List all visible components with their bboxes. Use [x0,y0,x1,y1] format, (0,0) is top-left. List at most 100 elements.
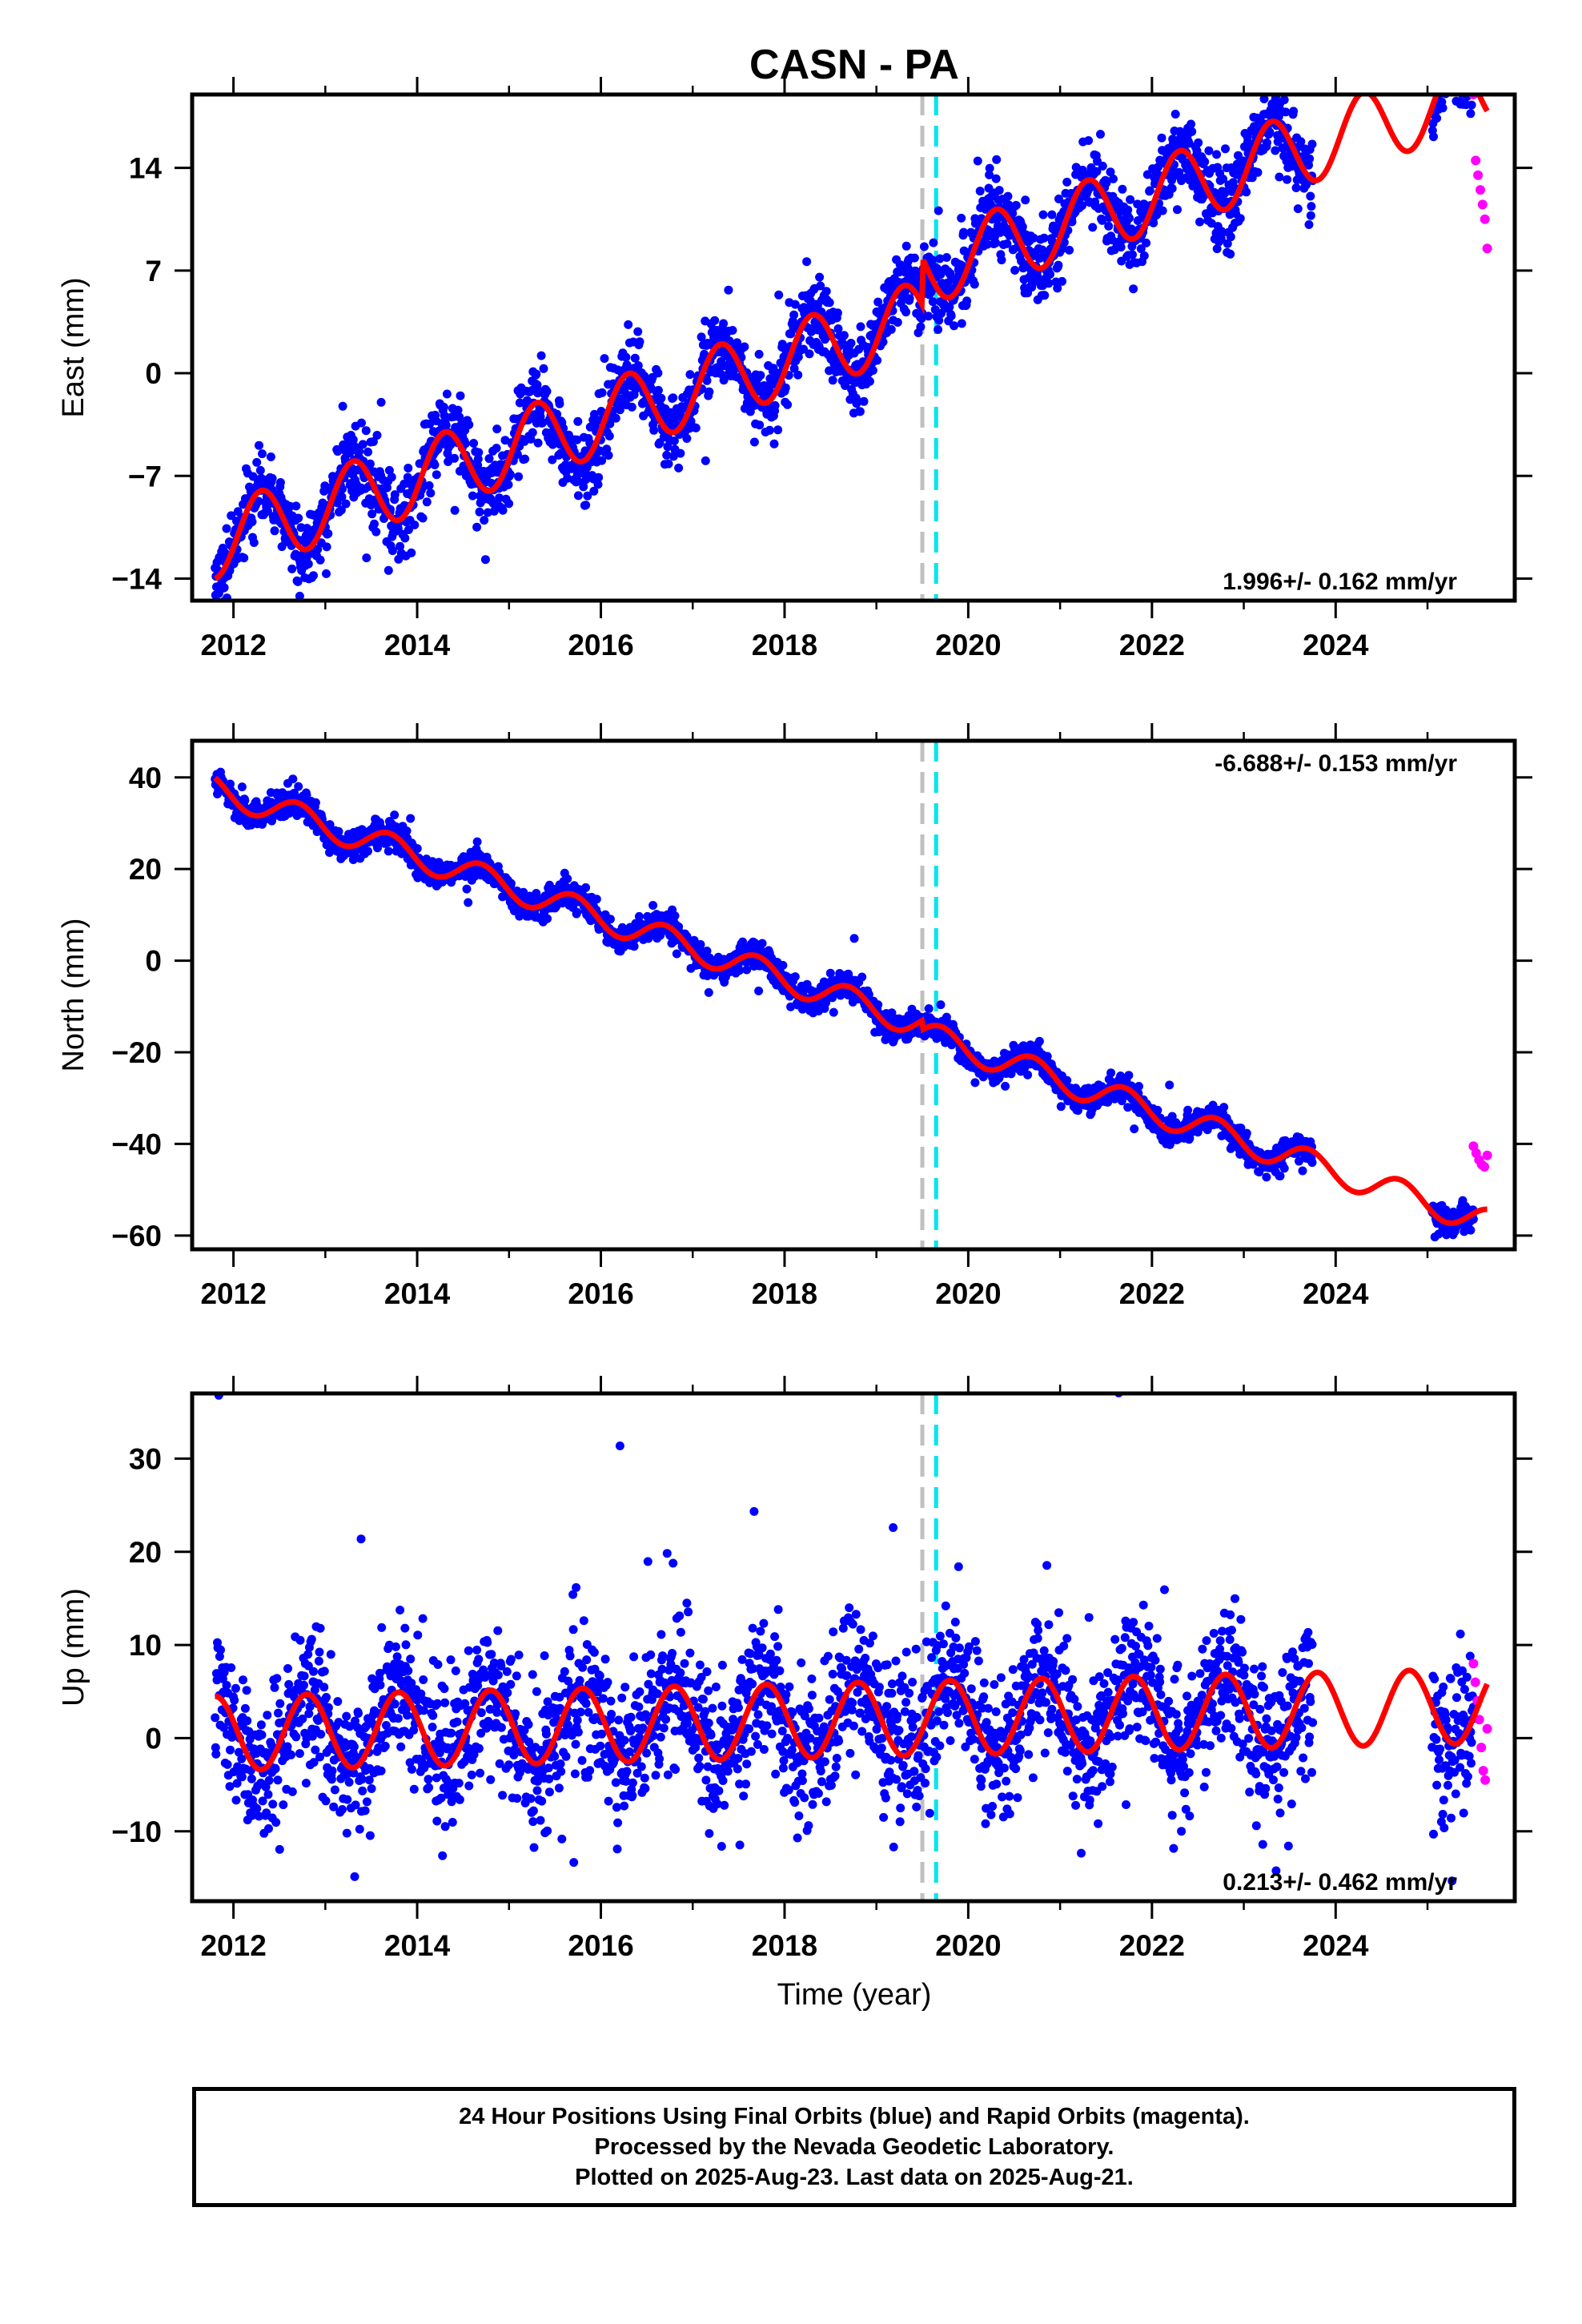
final-orbit-point [1062,1076,1072,1085]
final-orbit-point [1174,167,1184,177]
final-orbit-point [1455,74,1464,82]
final-orbit-point [474,448,484,457]
final-orbit-point [1078,201,1087,211]
final-orbit-point [770,400,780,410]
chart-title: CASN - PA [749,42,959,88]
final-orbit-point [669,436,679,445]
final-orbit-point [1434,81,1443,90]
final-orbit-point [422,497,432,507]
final-orbit-point [1074,1106,1082,1116]
final-orbit-point [1021,195,1030,205]
x-tick-label: 2018 [752,1277,817,1310]
final-orbit-point [267,473,277,483]
final-orbit-point [962,296,972,306]
final-orbit-point [1450,34,1459,42]
final-orbit-point [901,241,911,251]
final-orbit-point [1204,146,1214,155]
final-orbit-point [1223,239,1232,248]
final-orbit-point [1447,46,1456,55]
final-orbit-point [1451,45,1460,54]
final-orbit-point [536,351,546,360]
final-orbit-point [1304,220,1314,229]
final-orbit-point [453,405,463,415]
final-orbit-point [985,170,994,179]
final-orbit-point [539,364,548,373]
final-orbit-point [909,253,919,263]
final-orbit-point [1109,174,1118,183]
final-orbit-point [1447,50,1456,58]
final-orbit-point [1467,100,1476,110]
x-tick-label: 2022 [1119,629,1185,661]
final-orbit-point [855,407,865,416]
final-orbit-point [594,472,604,482]
final-orbit-point [604,451,613,460]
final-orbit-point [1305,154,1315,163]
final-orbit-point [293,577,303,586]
final-orbit-point [322,542,331,552]
final-orbit-point [1458,48,1467,57]
final-orbit-point [878,337,888,347]
final-orbit-point [1450,61,1459,70]
final-orbit-point [519,887,528,897]
x-tick-label: 2022 [1119,1277,1185,1310]
x-tick-label: 2016 [568,1277,633,1310]
final-orbit-point [873,356,882,365]
final-orbit-point [789,310,799,320]
final-orbit-point [309,571,318,581]
final-orbit-point [450,505,460,515]
final-orbit-point [934,206,943,215]
final-orbit-point [254,497,263,506]
final-orbit-point [1226,232,1235,242]
final-orbit-point [682,434,692,443]
rapid-orbit-point [1477,199,1488,210]
final-orbit-point [634,911,644,921]
final-orbit-point [1039,233,1049,243]
x-tick-label: 2012 [200,629,266,661]
final-orbit-point [935,254,945,263]
final-orbit-point [495,493,504,503]
final-orbit-point [1145,186,1154,195]
final-orbit-point [950,321,959,331]
final-orbit-point [341,499,351,509]
x-tick-label: 2024 [1303,1277,1369,1310]
final-orbit-point [621,352,631,362]
rapid-orbit-point [1473,170,1484,180]
final-orbit-point [270,526,279,536]
final-orbit-point [1433,72,1442,81]
final-orbit-point [686,416,696,426]
final-orbit-point [528,428,537,437]
final-orbit-point [1053,283,1062,293]
final-orbit-point [905,294,914,304]
final-orbit-point [533,438,543,448]
final-orbit-point [1088,223,1098,232]
final-orbit-point [945,302,954,312]
final-orbit-point [729,364,739,374]
final-orbit-point [373,843,382,853]
final-orbit-point [1212,150,1222,159]
final-orbit-point [1271,146,1280,155]
final-orbit-point [1226,249,1235,259]
final-orbit-point [664,459,673,468]
final-orbit-point [400,533,410,543]
final-orbit-point [702,947,712,955]
final-orbit-point [1102,179,1111,187]
final-orbit-point [1173,205,1182,215]
final-orbit-point [754,986,764,995]
final-orbit-point [1038,210,1048,219]
final-orbit-point [1054,194,1063,203]
final-orbit-point [1456,66,1465,74]
final-orbit-point [1449,58,1458,66]
y-tick-label: 40 [129,762,162,794]
final-orbit-point [1001,1081,1010,1091]
final-orbit-point [363,846,372,856]
final-orbit-point [685,370,695,380]
y-tick-label: 0 [145,945,162,978]
final-orbit-point [653,368,663,378]
final-orbit-point [1236,1124,1246,1132]
final-orbit-point [1200,157,1210,167]
final-orbit-point [985,163,994,173]
final-orbit-point [1439,71,1448,80]
final-orbit-point [1183,1105,1193,1115]
final-orbit-point [472,837,482,846]
final-orbit-point [701,456,710,465]
